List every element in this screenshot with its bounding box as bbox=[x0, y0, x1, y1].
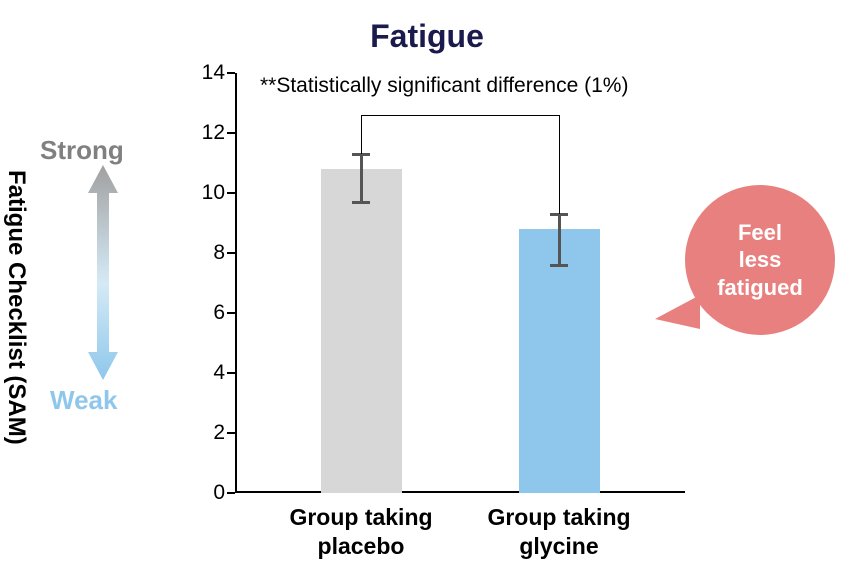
y-tick bbox=[227, 132, 235, 134]
bar-1 bbox=[519, 229, 600, 493]
x-category-0: Group takingplacebo bbox=[261, 503, 461, 561]
errcap-1 bbox=[550, 264, 568, 267]
y-tick bbox=[227, 72, 235, 74]
y-tick-label: 10 bbox=[185, 181, 225, 205]
weak-label: Weak bbox=[50, 385, 117, 416]
y-tick bbox=[227, 192, 235, 194]
sig-bracket bbox=[361, 115, 559, 116]
errbar-1 bbox=[558, 214, 561, 265]
y-axis-label: Fatigue Checklist (SAM) bbox=[2, 170, 30, 445]
strength-arrow bbox=[88, 165, 118, 380]
callout-line2: less bbox=[717, 246, 803, 274]
y-tick-label: 4 bbox=[185, 361, 225, 385]
errcap-0 bbox=[352, 201, 370, 204]
callout-line3: fatigued bbox=[717, 274, 803, 302]
y-tick bbox=[227, 492, 235, 494]
y-tick bbox=[227, 432, 235, 434]
x-category-1: Group takingglycine bbox=[459, 503, 659, 561]
y-tick-label: 12 bbox=[185, 121, 225, 145]
errbar-0 bbox=[360, 154, 363, 202]
callout-tail bbox=[655, 295, 700, 329]
strong-label: Strong bbox=[40, 135, 124, 166]
y-tick bbox=[227, 252, 235, 254]
chart-title: Fatigue bbox=[0, 18, 854, 55]
y-tick bbox=[227, 372, 235, 374]
y-axis-line bbox=[235, 73, 237, 493]
y-tick-label: 2 bbox=[185, 421, 225, 445]
bar-0 bbox=[321, 169, 402, 493]
y-tick bbox=[227, 312, 235, 314]
y-tick-label: 8 bbox=[185, 241, 225, 265]
x-axis-line bbox=[235, 491, 685, 493]
y-tick-label: 6 bbox=[185, 301, 225, 325]
callout-line1: Feel bbox=[717, 219, 803, 247]
y-tick-label: 14 bbox=[185, 61, 225, 85]
sig-bracket-drop bbox=[559, 115, 560, 214]
bar-chart: 02468101214Group takingplaceboGroup taki… bbox=[235, 73, 685, 493]
callout-bubble: Feel less fatigued bbox=[685, 185, 835, 335]
sig-bracket-drop bbox=[361, 115, 362, 154]
y-tick-label: 0 bbox=[185, 481, 225, 505]
